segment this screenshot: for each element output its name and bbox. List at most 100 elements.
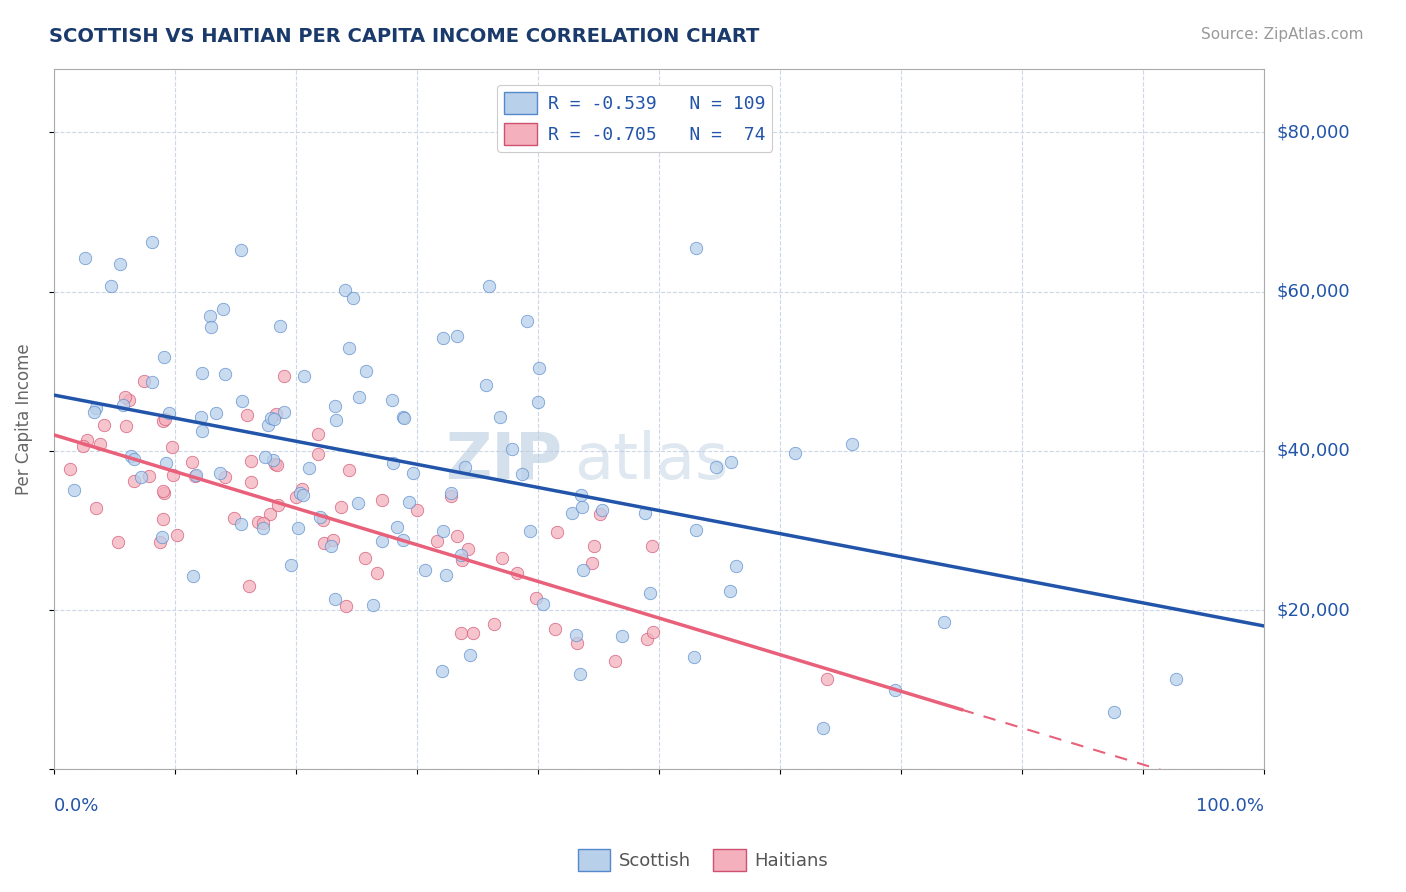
Point xyxy=(89,437,111,451)
Point xyxy=(254,450,277,465)
Point xyxy=(527,360,550,375)
Point xyxy=(229,517,252,532)
Point xyxy=(114,390,136,404)
Point xyxy=(932,615,955,629)
Point xyxy=(884,683,907,698)
Point xyxy=(83,405,105,419)
Point xyxy=(450,548,472,562)
Point xyxy=(93,417,115,432)
Text: SCOTTISH VS HAITIAN PER CAPITA INCOME CORRELATION CHART: SCOTTISH VS HAITIAN PER CAPITA INCOME CO… xyxy=(49,27,759,45)
Point xyxy=(432,331,454,345)
Point xyxy=(519,524,541,538)
Point xyxy=(108,256,131,270)
Point xyxy=(138,468,160,483)
Legend: R = -0.539   N = 109, R = -0.705   N =  74: R = -0.539 N = 109, R = -0.705 N = 74 xyxy=(498,85,772,152)
Point xyxy=(641,624,664,639)
Point xyxy=(152,351,174,365)
Point xyxy=(325,591,347,606)
Text: 100.0%: 100.0% xyxy=(1197,797,1264,815)
Point xyxy=(458,648,481,663)
Point xyxy=(298,460,321,475)
Point xyxy=(240,475,263,489)
Point xyxy=(361,598,384,612)
Point xyxy=(571,500,593,514)
Point xyxy=(815,673,838,687)
Point xyxy=(200,319,222,334)
Point xyxy=(84,401,107,415)
Point xyxy=(392,410,415,425)
Point xyxy=(426,534,449,549)
Point xyxy=(482,616,505,631)
Point xyxy=(385,519,408,533)
Point xyxy=(118,393,141,408)
Point xyxy=(267,498,290,512)
Point xyxy=(84,500,107,515)
Point xyxy=(72,440,94,454)
Point xyxy=(516,314,538,328)
Point xyxy=(76,433,98,447)
Point xyxy=(603,654,626,668)
Point xyxy=(366,566,388,581)
Y-axis label: Per Capita Income: Per Capita Income xyxy=(15,343,32,495)
Point xyxy=(398,495,420,509)
Point xyxy=(641,539,664,553)
Point xyxy=(685,241,707,255)
Point xyxy=(214,367,236,381)
Point xyxy=(208,466,231,480)
Point xyxy=(252,516,274,530)
Point xyxy=(132,375,155,389)
Point xyxy=(222,511,245,525)
Point xyxy=(510,467,533,482)
Point xyxy=(685,523,707,537)
Point xyxy=(120,449,142,463)
Point xyxy=(100,279,122,293)
Text: 0.0%: 0.0% xyxy=(53,797,100,815)
Point xyxy=(236,408,259,422)
Point xyxy=(252,521,274,535)
Point xyxy=(124,451,146,466)
Point xyxy=(149,534,172,549)
Point xyxy=(229,244,252,258)
Point xyxy=(184,469,207,483)
Point xyxy=(446,528,468,542)
Point xyxy=(152,512,174,526)
Text: $60,000: $60,000 xyxy=(1277,283,1350,301)
Point xyxy=(591,502,613,516)
Point xyxy=(240,453,263,467)
Point xyxy=(129,470,152,484)
Point xyxy=(454,460,477,475)
Point xyxy=(633,506,655,520)
Point xyxy=(406,503,429,517)
Point xyxy=(451,553,474,567)
Text: Source: ZipAtlas.com: Source: ZipAtlas.com xyxy=(1201,27,1364,42)
Point xyxy=(1164,672,1187,686)
Point xyxy=(381,456,404,470)
Point xyxy=(450,625,472,640)
Point xyxy=(640,586,662,600)
Point xyxy=(191,366,214,380)
Point xyxy=(457,542,479,557)
Point xyxy=(312,513,335,527)
Point xyxy=(346,496,368,510)
Point xyxy=(325,413,347,427)
Point xyxy=(257,418,280,433)
Point xyxy=(155,456,177,470)
Point xyxy=(319,540,342,554)
Point xyxy=(446,329,468,343)
Text: atlas: atlas xyxy=(574,430,728,492)
Point xyxy=(266,458,288,472)
Point xyxy=(122,475,145,489)
Point xyxy=(181,568,204,582)
Point xyxy=(612,629,634,643)
Point xyxy=(434,567,457,582)
Point xyxy=(335,599,357,613)
Point xyxy=(381,392,404,407)
Point xyxy=(141,235,163,249)
Point xyxy=(565,636,588,650)
Point xyxy=(704,459,727,474)
Point xyxy=(725,559,748,574)
Point xyxy=(238,579,260,593)
Point xyxy=(561,506,583,520)
Point xyxy=(841,437,863,451)
Point xyxy=(440,485,463,500)
